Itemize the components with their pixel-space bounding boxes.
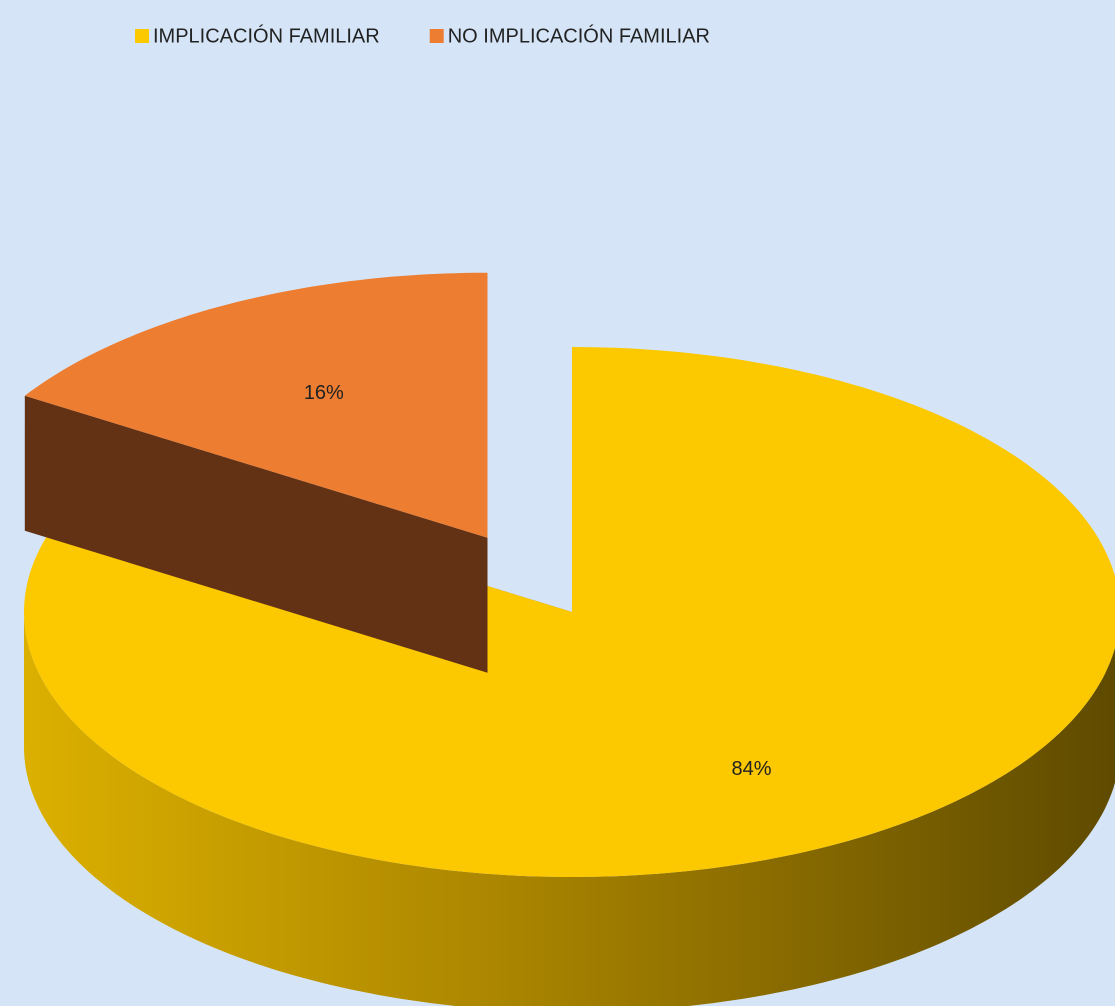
slice-cut-face <box>24 395 488 673</box>
legend-swatch <box>135 29 149 43</box>
slice <box>24 347 1115 877</box>
legend-label: NO IMPLICACIÓN FAMILIAR <box>448 24 710 47</box>
slice-side <box>24 612 1115 1006</box>
legend-swatch <box>429 29 444 43</box>
data-label: 16% <box>304 382 344 404</box>
data-label: 84% <box>732 758 772 780</box>
legend-label: IMPLICACIÓN FAMILIAR <box>153 24 380 47</box>
slice <box>24 272 488 538</box>
